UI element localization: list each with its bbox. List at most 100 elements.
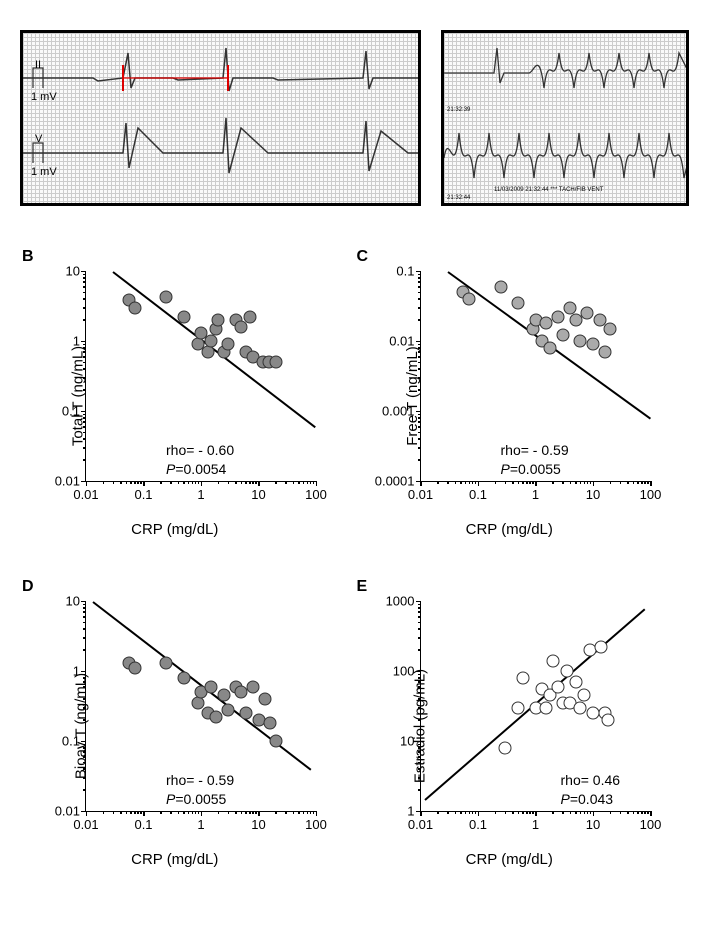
data-point [499,741,512,754]
data-point [494,280,507,293]
p-text: P=0.0055 [166,790,234,809]
data-point [574,335,587,348]
data-point [601,713,614,726]
ecg-leadv-label: V [35,133,42,145]
rho-text: rho= - 0.59 [166,771,234,790]
data-point [177,671,190,684]
panel-label-c: C [357,248,369,266]
xtick-label: 100 [305,817,327,832]
data-point [564,301,577,314]
data-point [574,701,587,714]
xtick-label: 1 [532,817,539,832]
xtick-label: 100 [640,817,662,832]
ylabel-e: Estradiol (pg/mL) [411,669,428,783]
data-point [544,341,557,354]
xtick-label: 10 [586,817,600,832]
xtick-label: 0.01 [73,817,98,832]
data-point [177,311,190,324]
xtick-label: 100 [640,487,662,502]
p-text: P=0.0055 [501,460,569,479]
panel-label-e: E [357,578,368,596]
ecg-ts1: 21:32:39 [447,107,470,113]
xtick-label: 0.01 [408,487,433,502]
data-point [243,311,256,324]
data-point [546,654,559,667]
data-point [463,292,476,305]
data-point [587,338,600,351]
data-point [556,329,569,342]
ytick-label: 10 [66,594,80,609]
data-point [516,671,529,684]
data-point [598,345,611,358]
data-point [512,296,525,309]
xtick-label: 10 [251,817,265,832]
ecg-ts2: 21:32:44 [447,195,470,201]
panel-d: D 0.010.11100.010.1110100rho= - 0.59P=0.… [20,576,330,876]
panel-c: C 0.00010.0010.010.10.010.1110100rho= - … [355,246,665,546]
xlabel-b: CRP (mg/dL) [131,521,218,538]
data-point [222,338,235,351]
xtick-label: 1 [532,487,539,502]
ylabel-b: Total T (ng/mL) [70,346,87,446]
ytick-label: 0.1 [396,264,414,279]
xlabel-d: CRP (mg/dL) [131,851,218,868]
xtick-label: 1 [197,817,204,832]
ecg-right: 21:32:39 21:32:44 11/03/2009 21:32:44 **… [441,30,689,206]
xtick-label: 100 [305,487,327,502]
data-point [160,657,173,670]
panel-b: B 0.010.11100.010.1110100rho= - 0.60P=0.… [20,246,330,546]
data-point [259,692,272,705]
stats-box: rho= 0.46P=0.043 [561,771,621,809]
ylabel-d: Bioav T (ng/mL) [73,673,90,779]
data-point [205,680,218,693]
xlabel-c: CRP (mg/dL) [466,521,553,538]
row-bc: B 0.010.11100.010.1110100rho= - 0.60P=0.… [20,246,689,546]
xtick-label: 0.01 [73,487,98,502]
data-point [264,717,277,730]
xtick-label: 0.01 [408,817,433,832]
data-point [128,301,141,314]
data-point [246,680,259,693]
data-point [552,311,565,324]
ylabel-c: Free T (ng/mL) [404,346,421,445]
ecg-left-trace [23,33,421,203]
panel-label-b: B [22,248,34,266]
data-point [552,680,565,693]
data-point [269,356,282,369]
xtick-label: 0.1 [134,487,152,502]
ecg-lead2-label: II [35,59,41,71]
ecg-scale-label-2: 1 mV [31,166,57,178]
data-point [205,335,218,348]
panel-e: E 11010010000.010.1110100rho= 0.46P=0.04… [355,576,665,876]
data-point [239,707,252,720]
stats-box: rho= - 0.59P=0.0055 [501,441,569,479]
rho-text: rho= - 0.60 [166,441,234,460]
ecg-right-trace [444,33,689,203]
ecg-scale-label-1: 1 mV [31,91,57,103]
p-text: P=0.0054 [166,460,234,479]
data-point [581,307,594,320]
data-point [222,703,235,716]
data-point [217,689,230,702]
figure: A II 1 mV V 1 mV [20,30,689,876]
ecg-footer: 11/03/2009 21:32:44 *** TACH/FIB VENT [494,187,603,193]
xtick-label: 0.1 [469,817,487,832]
rho-text: rho= - 0.59 [501,441,569,460]
xtick-label: 10 [251,487,265,502]
ecg-left: II 1 mV V 1 mV [20,30,421,206]
data-point [539,317,552,330]
data-point [604,322,617,335]
data-point [512,701,525,714]
row-de: D 0.010.11100.010.1110100rho= - 0.59P=0.… [20,576,689,876]
stats-box: rho= - 0.60P=0.0054 [166,441,234,479]
xlabel-e: CRP (mg/dL) [466,851,553,868]
rho-text: rho= 0.46 [561,771,621,790]
data-point [128,662,141,675]
panel-label-d: D [22,578,34,596]
trend-line [113,271,317,428]
xtick-label: 10 [586,487,600,502]
data-point [160,291,173,304]
panel-a: A II 1 mV V 1 mV [20,30,689,206]
data-point [209,711,222,724]
ytick-label: 1000 [386,594,415,609]
